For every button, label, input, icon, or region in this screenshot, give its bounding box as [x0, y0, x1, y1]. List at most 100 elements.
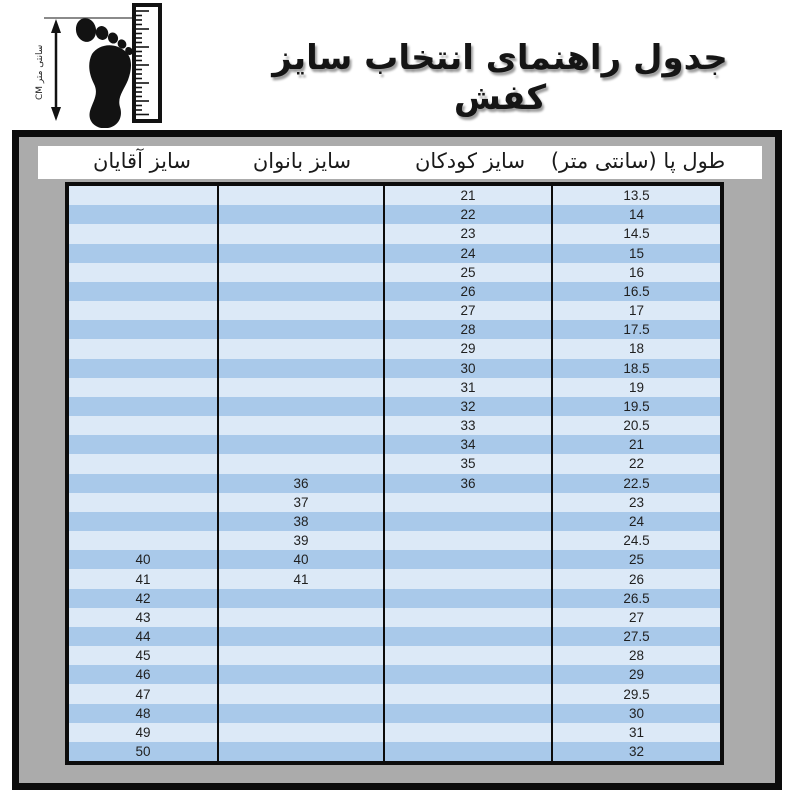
cell-women-row-29 [219, 722, 383, 742]
ruler-icon [132, 3, 162, 123]
cell-foot-row-10: 18.5 [553, 358, 720, 378]
cell-foot-row-11: 19 [553, 377, 720, 397]
cell-men-row-30: 50 [69, 741, 217, 762]
header-men-size: سایز آقایان [92, 149, 192, 173]
cell-women-row-14 [219, 435, 383, 455]
cell-men-row-10 [69, 358, 217, 378]
cell-men-row-25: 45 [69, 646, 217, 666]
cell-foot-row-20: 25 [553, 550, 720, 570]
top-banner: CM سانتی متر جدول راهنمای انتخاب سایز کف… [0, 0, 800, 130]
cell-foot-row-4: 15 [553, 243, 720, 263]
cell-kids-row-4: 24 [385, 243, 551, 263]
size-table: 13.5 14 14.5 15 16 16.5 17 17.5 18 18.5 19 19.5 20.5… [65, 182, 724, 765]
cell-women-row-20: 40 [219, 550, 383, 570]
cell-foot-row-12: 19.5 [553, 396, 720, 417]
cell-men-row-26: 46 [69, 665, 217, 685]
cell-foot-row-19: 24.5 [553, 531, 720, 551]
cell-men-row-20: 40 [69, 550, 217, 570]
cell-women-row-15 [219, 454, 383, 474]
cell-kids-row-12: 32 [385, 396, 551, 417]
cell-kids-row-28 [385, 703, 551, 723]
cell-foot-row-30: 32 [553, 741, 720, 762]
cell-women-row-2 [219, 205, 383, 225]
cell-women-row-3 [219, 224, 383, 244]
cell-men-row-9 [69, 339, 217, 359]
header-kids-size: سایز کودکان [414, 149, 526, 173]
cell-kids-row-24 [385, 626, 551, 647]
cell-women-row-30 [219, 741, 383, 762]
cell-women-row-27 [219, 684, 383, 704]
cell-foot-row-13: 20.5 [553, 416, 720, 436]
cell-men-row-11 [69, 377, 217, 397]
cell-women-row-17: 37 [219, 492, 383, 512]
cell-men-row-17 [69, 492, 217, 512]
foot-measure-icon-svg: CM سانتی متر [35, 3, 162, 129]
cell-foot-row-23: 27 [553, 607, 720, 627]
cell-kids-row-14: 34 [385, 435, 551, 455]
cell-foot-row-25: 28 [553, 646, 720, 666]
cell-kids-row-11: 31 [385, 377, 551, 397]
cell-foot-row-5: 16 [553, 262, 720, 282]
cell-kids-row-1: 21 [385, 186, 551, 206]
column-foot-length: 13.5 14 14.5 15 16 16.5 17 17.5 18 18.5 19 19.5 20.5… [553, 186, 720, 762]
cell-women-row-11 [219, 377, 383, 397]
cell-women-row-8 [219, 320, 383, 340]
column-men-size: 40 41 42 43 44 45 46 47 48 49 50 [69, 186, 219, 762]
cell-men-row-6 [69, 281, 217, 302]
cell-women-row-25 [219, 646, 383, 666]
cell-kids-row-20 [385, 550, 551, 570]
cell-foot-row-15: 22 [553, 454, 720, 474]
cell-kids-row-8: 28 [385, 320, 551, 340]
cell-foot-row-21: 26 [553, 569, 720, 589]
column-header-strip: طول پا (سانتی متر) سایز کودکان سایز بانو… [38, 146, 762, 179]
cell-men-row-2 [69, 205, 217, 225]
cell-foot-row-27: 29.5 [553, 684, 720, 704]
cell-foot-row-28: 30 [553, 703, 720, 723]
footprint-icon [75, 18, 133, 129]
cell-women-row-7 [219, 301, 383, 321]
cell-women-row-23 [219, 607, 383, 627]
cell-men-row-22: 42 [69, 588, 217, 608]
cell-men-row-21: 41 [69, 569, 217, 589]
table-panel: طول پا (سانتی متر) سایز کودکان سایز بانو… [12, 130, 782, 790]
cell-kids-row-10: 30 [385, 358, 551, 378]
cell-foot-row-16: 22.5 [553, 473, 720, 493]
foot-measure-icon: CM سانتی متر [30, 2, 170, 129]
cell-foot-row-9: 18 [553, 339, 720, 359]
cell-kids-row-15: 35 [385, 454, 551, 474]
cell-women-row-22 [219, 588, 383, 608]
cell-kids-row-3: 23 [385, 224, 551, 244]
cell-kids-row-29 [385, 722, 551, 742]
cell-kids-row-22 [385, 588, 551, 608]
cell-foot-row-18: 24 [553, 511, 720, 532]
column-kids-size: 21 22 23 24 25 26 27 28 29 30 31 32 33 34 35 36 [385, 186, 553, 762]
page-title: جدول راهنمای انتخاب سایز کفش [272, 38, 728, 118]
cell-kids-row-17 [385, 492, 551, 512]
cell-men-row-19 [69, 531, 217, 551]
cell-kids-row-25 [385, 646, 551, 666]
cell-men-row-14 [69, 435, 217, 455]
cell-men-row-28: 48 [69, 703, 217, 723]
cell-women-row-16: 36 [219, 473, 383, 493]
header-foot-length: طول پا (سانتی متر) [550, 149, 726, 173]
cell-foot-row-8: 17.5 [553, 320, 720, 340]
cell-men-row-27: 47 [69, 684, 217, 704]
cell-women-row-5 [219, 262, 383, 282]
cell-kids-row-13: 33 [385, 416, 551, 436]
cell-men-row-29: 49 [69, 722, 217, 742]
cell-kids-row-7: 27 [385, 301, 551, 321]
cell-men-row-1 [69, 186, 217, 206]
cell-foot-row-14: 21 [553, 435, 720, 455]
cell-men-row-4 [69, 243, 217, 263]
cell-kids-row-27 [385, 684, 551, 704]
cell-foot-row-26: 29 [553, 665, 720, 685]
cell-kids-row-9: 29 [385, 339, 551, 359]
cell-kids-row-2: 22 [385, 205, 551, 225]
cell-women-row-10 [219, 358, 383, 378]
cell-kids-row-18 [385, 511, 551, 532]
cell-foot-row-24: 27.5 [553, 626, 720, 647]
cell-foot-row-6: 16.5 [553, 281, 720, 302]
cell-kids-row-21 [385, 569, 551, 589]
cell-foot-row-17: 23 [553, 492, 720, 512]
